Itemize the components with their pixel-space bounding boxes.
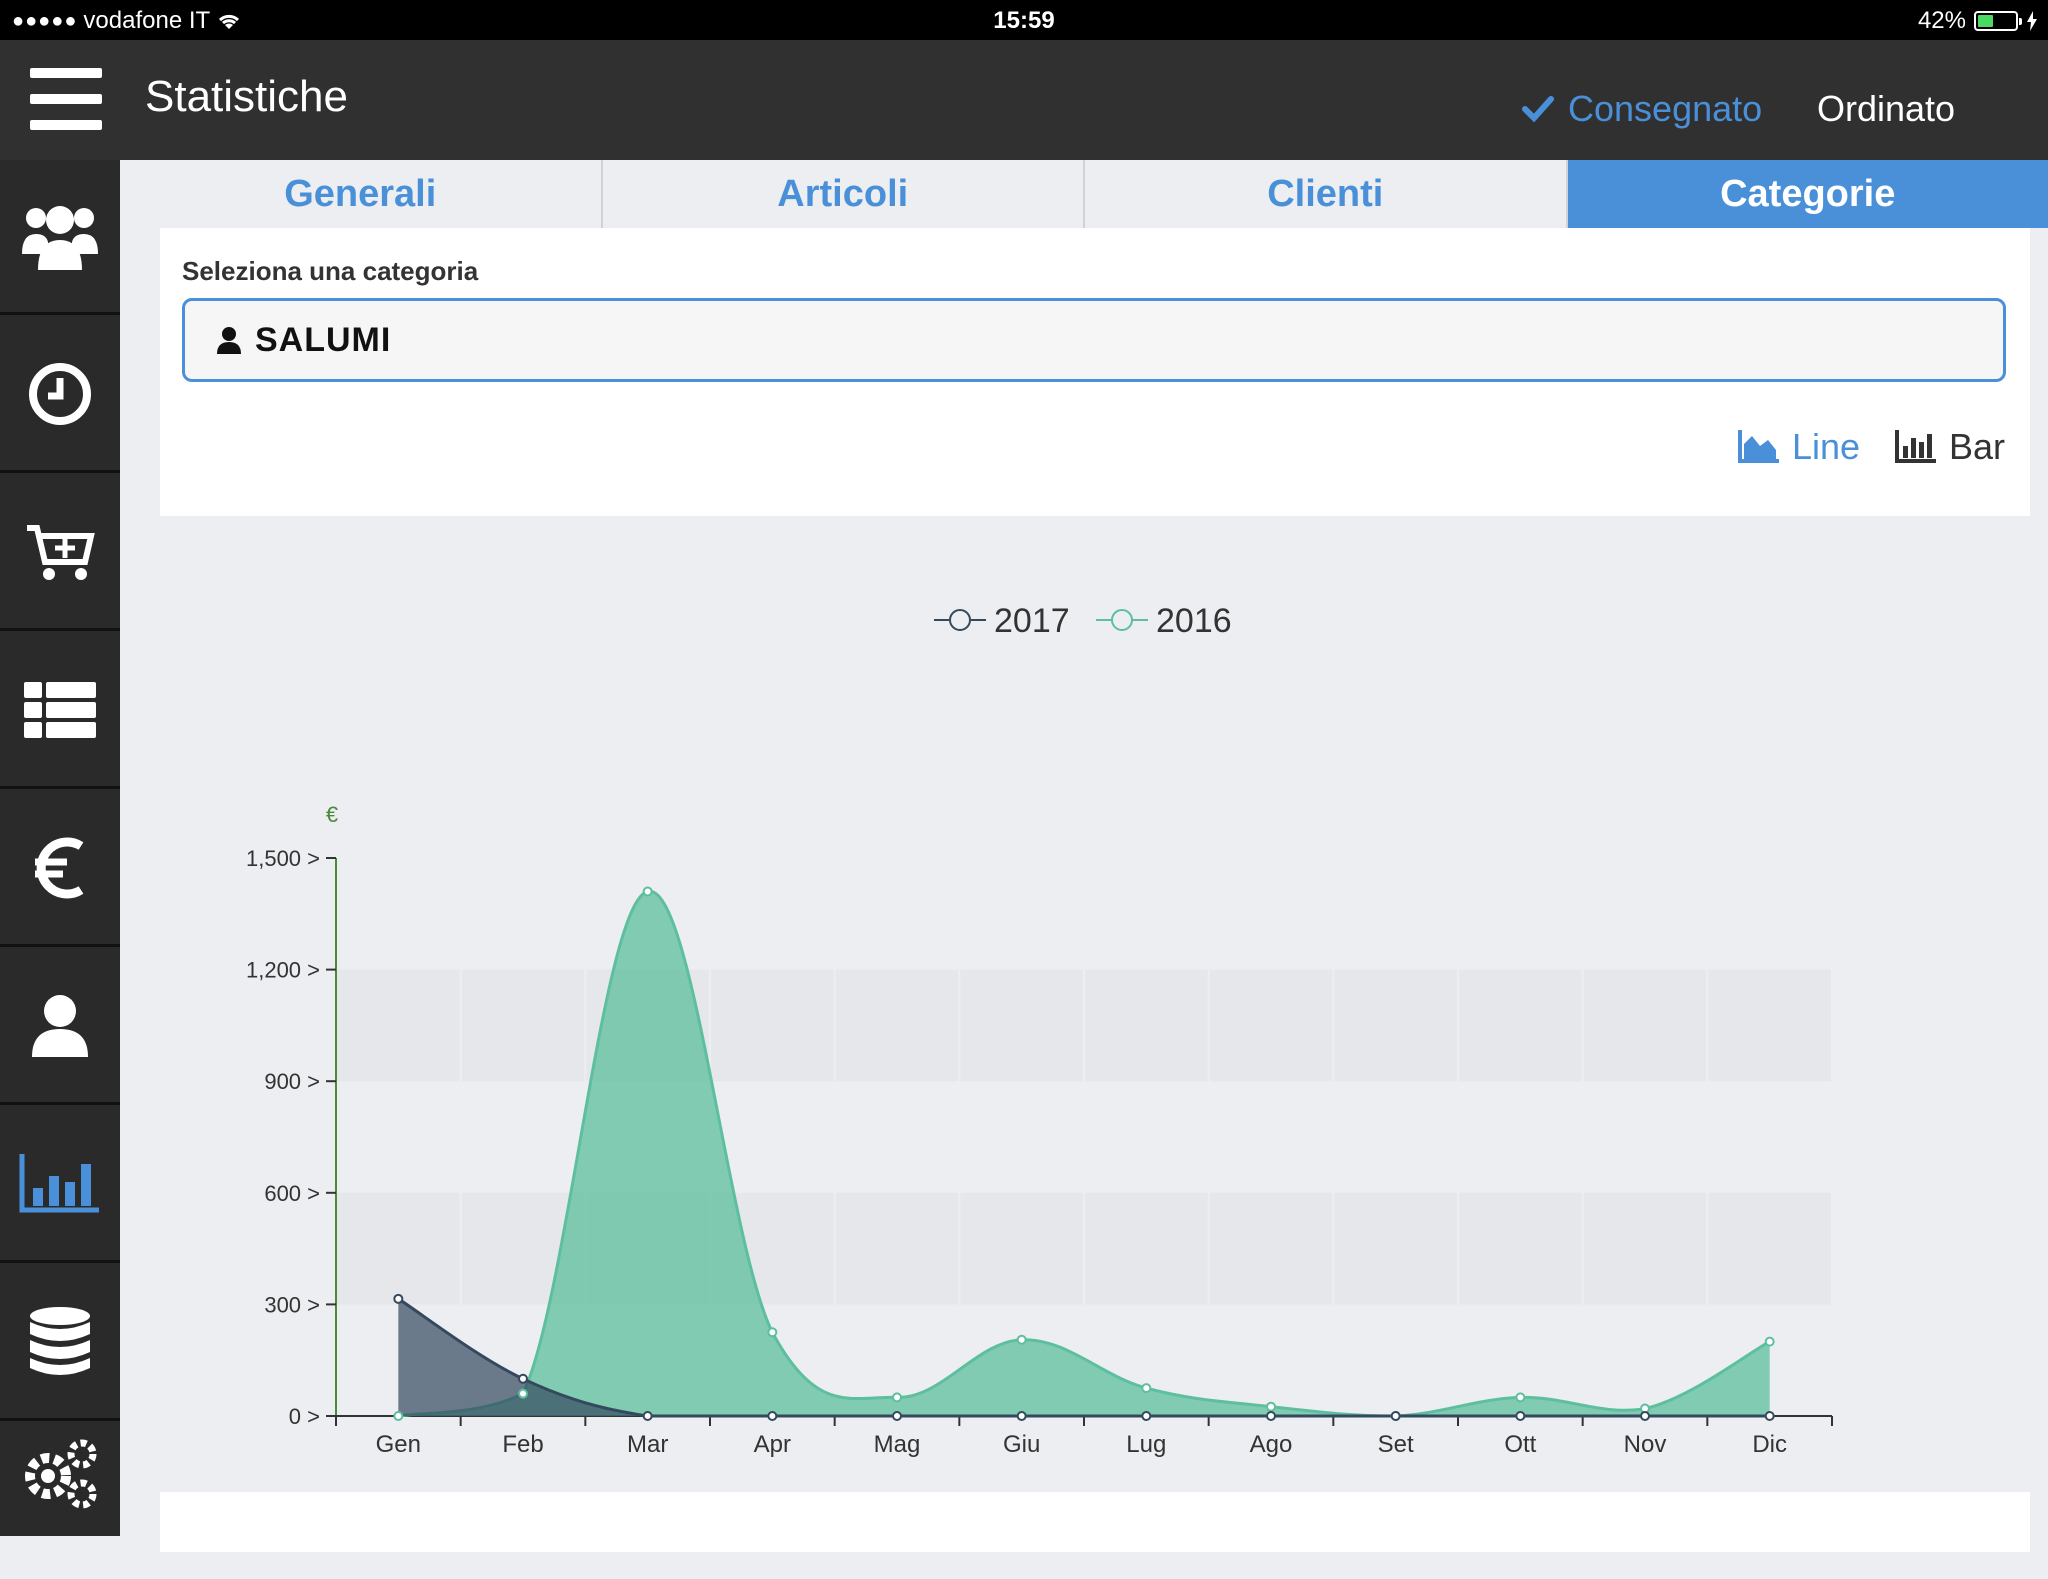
view-line-button[interactable]: Line	[1738, 426, 1860, 468]
data-point-2016	[1766, 1338, 1774, 1346]
y-tick-label: 1,200 >	[246, 958, 320, 983]
data-point-2017	[394, 1295, 402, 1303]
y-tick-label: 0 >	[289, 1404, 320, 1429]
bar-chart-icon	[19, 1154, 101, 1214]
data-point-2017	[768, 1412, 776, 1420]
x-tick-label: Nov	[1624, 1431, 1667, 1458]
tab-bar: Generali Articoli Clienti Categorie	[120, 160, 2048, 228]
checkmark-icon	[1522, 95, 1554, 123]
tab-articoli[interactable]: Articoli	[603, 160, 1086, 228]
x-tick-label: Lug	[1126, 1431, 1166, 1458]
legend-label-2017: 2017	[994, 602, 1070, 640]
x-tick-label: Mag	[874, 1431, 921, 1458]
bar-chart-icon	[1895, 430, 1937, 464]
tab-clienti[interactable]: Clienti	[1085, 160, 1568, 228]
data-point-2017	[644, 1412, 652, 1420]
y-tick-label: 900 >	[264, 1069, 320, 1094]
data-point-2017	[1267, 1412, 1275, 1420]
sidebar-item-list[interactable]	[0, 634, 120, 789]
x-tick-label: Gen	[376, 1431, 421, 1458]
y-tick-label: 300 >	[264, 1292, 320, 1317]
status-bar: ●●●●● vodafone IT 15:59 42%	[0, 0, 2048, 40]
data-point-2016	[1142, 1384, 1150, 1392]
app-header: Statistiche Consegnato Ordinato	[0, 40, 2048, 160]
sidebar-item-customers[interactable]	[0, 160, 120, 315]
data-point-2016	[1516, 1393, 1524, 1401]
view-bar-button[interactable]: Bar	[1895, 426, 2005, 468]
data-point-2016	[519, 1390, 527, 1398]
x-tick-label: Mar	[627, 1431, 668, 1458]
data-point-2017	[1516, 1412, 1524, 1420]
hamburger-menu-icon[interactable]	[30, 68, 102, 130]
cart-add-icon	[25, 522, 95, 582]
user-icon	[30, 993, 90, 1059]
chart-svg: €0 > 300 > 600 > 900 > 1,200 > 1,500 > Gen Feb M…	[120, 560, 2048, 1460]
filter-delivered-button[interactable]: Consegnato	[1522, 88, 1762, 130]
y-tick-label: 1,500 >	[246, 846, 320, 871]
sidebar-item-payments[interactable]	[0, 792, 120, 947]
category-select[interactable]: SALUMI	[182, 298, 2006, 382]
database-icon	[28, 1306, 92, 1378]
category-value: SALUMI	[255, 321, 391, 360]
battery-icon	[1974, 11, 2018, 31]
view-bar-label: Bar	[1949, 426, 2005, 468]
y-axis-label: €	[326, 802, 338, 827]
data-point-2017	[1018, 1412, 1026, 1420]
x-tick-label: Dic	[1752, 1431, 1787, 1458]
sidebar-item-new-order[interactable]	[0, 476, 120, 631]
gears-icon	[20, 1432, 100, 1532]
bottom-panel	[160, 1492, 2030, 1552]
main-content: Generali Articoli Clienti Categorie Sele…	[120, 160, 2048, 1536]
battery-percent: 42%	[1918, 7, 1966, 35]
tab-generali[interactable]: Generali	[120, 160, 603, 228]
sidebar-item-profile[interactable]	[0, 950, 120, 1105]
x-tick-label: Feb	[502, 1431, 543, 1458]
legend-label-2016: 2016	[1156, 602, 1232, 640]
data-point-2016	[893, 1393, 901, 1401]
filter-ordered-button[interactable]: Ordinato	[1817, 88, 1955, 130]
user-icon	[217, 326, 241, 354]
x-tick-label: Giu	[1003, 1431, 1040, 1458]
x-tick-label: Set	[1378, 1431, 1414, 1458]
data-point-2017	[519, 1375, 527, 1383]
category-panel: Seleziona una categoria SALUMI Line Bar	[160, 228, 2030, 516]
data-point-2016	[768, 1328, 776, 1336]
category-label: Seleziona una categoria	[182, 256, 478, 287]
battery-info: 42%	[1918, 7, 2038, 35]
data-point-2016	[644, 887, 652, 895]
clock-icon	[28, 362, 92, 426]
sidebar-item-statistics[interactable]	[0, 1108, 120, 1263]
tab-categorie[interactable]: Categorie	[1568, 160, 2048, 228]
x-tick-label: Ago	[1250, 1431, 1293, 1458]
page-title: Statistiche	[145, 72, 348, 122]
data-point-2017	[893, 1412, 901, 1420]
legend-marker-2016	[1112, 610, 1132, 630]
data-point-2016	[1267, 1403, 1275, 1411]
data-point-2017	[1392, 1412, 1400, 1420]
sidebar	[0, 160, 120, 1536]
x-tick-label: Ott	[1504, 1431, 1536, 1458]
sidebar-item-database[interactable]	[0, 1266, 120, 1421]
y-tick-label: 600 >	[264, 1181, 320, 1206]
data-point-2017	[1641, 1412, 1649, 1420]
legend-marker-2017	[950, 610, 970, 630]
sidebar-item-settings[interactable]	[0, 1424, 120, 1579]
charging-bolt-icon	[2026, 11, 2038, 31]
view-line-label: Line	[1792, 426, 1860, 468]
battery-level	[1978, 15, 1993, 27]
sidebar-item-history[interactable]	[0, 318, 120, 473]
data-point-2017	[1766, 1412, 1774, 1420]
users-icon	[20, 198, 100, 274]
data-point-2017	[1142, 1412, 1150, 1420]
data-point-2016	[1018, 1336, 1026, 1344]
data-point-2016	[394, 1412, 402, 1420]
area-chart-icon	[1738, 430, 1780, 464]
list-icon	[24, 682, 96, 738]
clock: 15:59	[0, 7, 2048, 35]
x-tick-label: Apr	[754, 1431, 791, 1458]
euro-icon	[35, 836, 85, 900]
statistics-chart: €0 > 300 > 600 > 900 > 1,200 > 1,500 > Gen Feb M…	[120, 560, 2048, 1460]
filter-delivered-label: Consegnato	[1568, 88, 1762, 130]
